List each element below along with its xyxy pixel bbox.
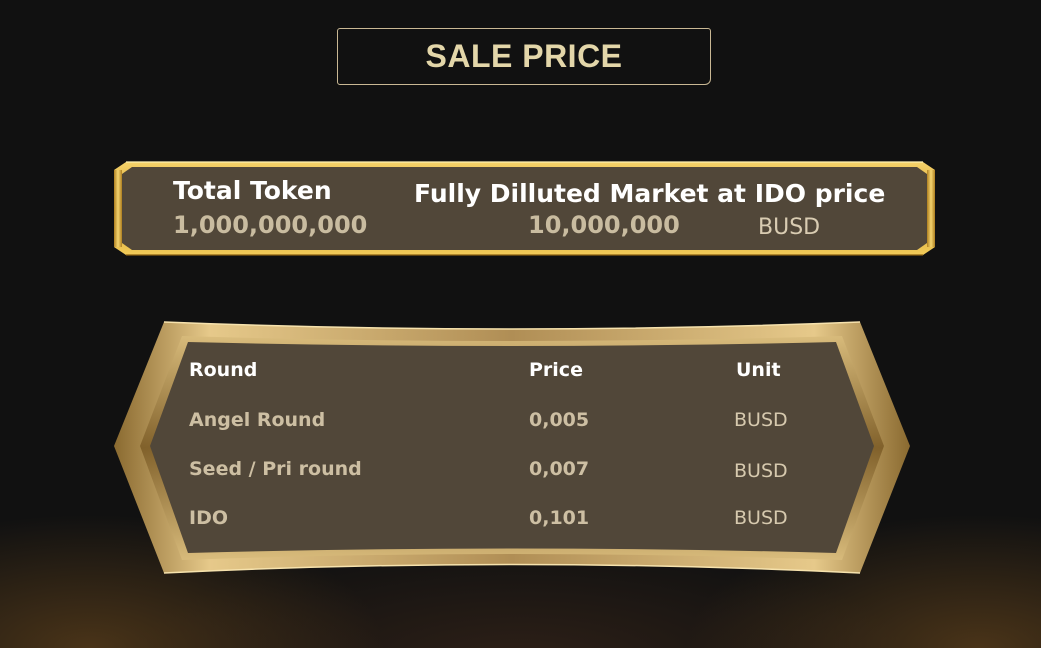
row-round: IDO (189, 507, 228, 529)
row-unit: BUSD (734, 507, 788, 529)
page-title: SALE PRICE (425, 38, 623, 74)
sale-price-title-box: SALE PRICE (337, 28, 711, 85)
row-round: Angel Round (189, 409, 326, 431)
row-unit: BUSD (734, 460, 788, 482)
row-price: 0,101 (529, 507, 590, 529)
row-price: 0,007 (529, 458, 590, 480)
row-unit: BUSD (734, 409, 788, 431)
plate-frame (114, 321, 910, 574)
header-price: Price (529, 359, 583, 381)
header-round: Round (189, 359, 258, 381)
market-value: 10,000,000 (528, 211, 680, 239)
price-table-plate: Round Price Unit Angel Round 0,005 BUSD … (112, 320, 912, 575)
total-token-value: 1,000,000,000 (173, 211, 368, 239)
market-unit: BUSD (758, 215, 821, 240)
banner-frame (114, 161, 935, 256)
row-round: Seed / Pri round (189, 458, 362, 480)
header-unit: Unit (736, 359, 781, 381)
total-token-label: Total Token (173, 176, 332, 205)
row-price: 0,005 (529, 409, 590, 431)
market-label: Fully Dilluted Market at IDO price (414, 179, 886, 208)
token-summary-banner: Total Token 1,000,000,000 Fully Dilluted… (112, 160, 937, 257)
